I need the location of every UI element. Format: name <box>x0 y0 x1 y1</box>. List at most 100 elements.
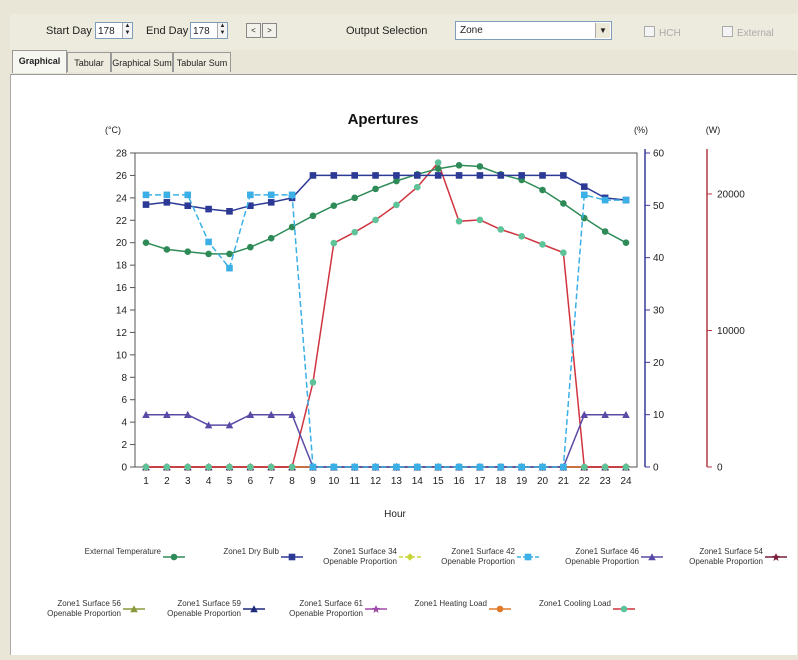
y-tick-label: 0 <box>121 463 127 474</box>
legend-swatch-marker <box>170 553 178 561</box>
data-point <box>372 216 379 224</box>
data-point <box>476 172 484 179</box>
data-point <box>267 199 275 206</box>
data-point <box>247 243 254 251</box>
data-point <box>351 194 358 202</box>
legend-swatch <box>399 553 421 561</box>
output-selection-dropdown[interactable]: Zone ▼ <box>455 21 612 40</box>
previous-day-button[interactable]: < <box>246 23 261 38</box>
x-tick-label: 16 <box>453 476 465 487</box>
data-point <box>622 410 630 418</box>
data-point <box>163 191 171 199</box>
data-point <box>247 463 254 471</box>
data-point <box>434 165 442 172</box>
tab-tabular-sum[interactable]: Tabular Sum <box>173 52 231 72</box>
data-point <box>351 463 358 471</box>
data-point <box>184 463 192 471</box>
end-day-value: 178 <box>193 26 210 37</box>
data-point <box>204 421 213 429</box>
data-point <box>288 191 296 199</box>
series-line <box>145 164 627 255</box>
data-point <box>372 463 379 471</box>
tab-graphical[interactable]: Graphical <box>12 50 67 73</box>
spinner-arrows-icon[interactable]: ▲ ▼ <box>217 23 227 38</box>
data-point <box>518 232 525 240</box>
x-tick-label: 2 <box>164 476 170 487</box>
data-point <box>560 463 567 471</box>
data-point <box>267 191 275 199</box>
power-axis-tick-label: 10000 <box>717 326 745 337</box>
x-axis-label: Hour <box>384 509 406 520</box>
legend-swatch-marker <box>524 553 532 561</box>
data-point <box>580 410 589 418</box>
data-point <box>393 172 400 179</box>
hch-checkbox[interactable]: HCH <box>644 26 681 39</box>
data-point <box>414 463 421 471</box>
y-tick-label: 4 <box>121 418 127 429</box>
data-point <box>330 463 338 471</box>
legend-label: Zone1 Surface 61 Openable Proportion <box>289 599 363 618</box>
legend-item-zone1-surface-42-openable-proportion: Zone1 Surface 42 Openable Proportion <box>425 547 541 571</box>
window-title-strip <box>0 0 798 14</box>
data-point <box>580 191 588 199</box>
data-point <box>434 463 442 471</box>
x-tick-label: 17 <box>474 476 486 487</box>
x-tick-label: 23 <box>600 476 612 487</box>
data-point <box>226 264 233 272</box>
x-tick-label: 8 <box>289 476 295 487</box>
data-point <box>309 212 317 220</box>
data-point <box>330 239 338 247</box>
data-point <box>601 228 609 235</box>
legend-label: Zone1 Surface 42 Openable Proportion <box>441 547 515 566</box>
data-point <box>142 410 150 418</box>
graph-panel: Apertures 0 2 4 6 8 10 12 14 16 18 20 22 24 26 28 (°C) 1… <box>10 74 797 655</box>
start-day-spinner[interactable]: 178 ▲ ▼ <box>95 22 133 39</box>
data-point <box>393 463 400 471</box>
legend-label: Zone1 Heating Load <box>414 599 488 608</box>
legend-swatch <box>489 605 511 613</box>
data-point <box>205 205 212 213</box>
x-tick-label: 20 <box>537 476 549 487</box>
legend-swatch-marker <box>288 553 296 561</box>
tab-tabular[interactable]: Tabular <box>67 52 111 72</box>
y-tick-label: 8 <box>121 373 127 384</box>
data-point <box>601 196 609 204</box>
chevron-down-icon[interactable]: ▼ <box>595 23 610 38</box>
x-tick-label: 12 <box>370 476 382 487</box>
data-point <box>560 172 567 179</box>
x-tick-label: 1 <box>143 476 149 487</box>
y-tick-label: 28 <box>116 149 128 160</box>
output-selection-label: Output Selection <box>346 25 428 37</box>
data-point <box>372 172 379 179</box>
end-day-spinner[interactable]: 178 ▲ ▼ <box>190 22 228 39</box>
data-point <box>267 463 275 471</box>
data-point <box>309 379 317 386</box>
checkbox-icon <box>722 26 733 37</box>
legend-label: Zone1 Surface 54 Openable Proportion <box>689 547 763 566</box>
data-point <box>226 463 233 471</box>
external-checkbox[interactable]: External <box>722 26 774 39</box>
next-day-button[interactable]: > <box>262 23 277 38</box>
data-point <box>163 246 171 253</box>
legend-swatch <box>613 605 635 613</box>
spinner-arrows-icon[interactable]: ▲ ▼ <box>122 23 132 38</box>
data-point <box>476 216 484 224</box>
x-tick-label: 4 <box>206 476 212 487</box>
y-tick-label: 20 <box>116 238 128 249</box>
start-day-value: 178 <box>98 26 115 37</box>
data-point <box>497 226 505 233</box>
data-point <box>247 202 254 210</box>
data-point <box>205 250 212 258</box>
percent-axis-tick-label: 10 <box>653 410 665 421</box>
data-point <box>455 463 463 471</box>
data-point <box>476 163 484 170</box>
chevron-right-icon: > <box>267 26 272 35</box>
data-point <box>288 463 296 471</box>
tab-graphical-sum[interactable]: Graphical Sum <box>111 52 173 72</box>
hch-label: HCH <box>659 28 681 39</box>
data-point <box>455 162 463 169</box>
data-point <box>351 228 358 236</box>
data-point <box>622 463 630 471</box>
data-point <box>601 463 609 471</box>
percent-axis-tick-label: 40 <box>653 253 665 264</box>
